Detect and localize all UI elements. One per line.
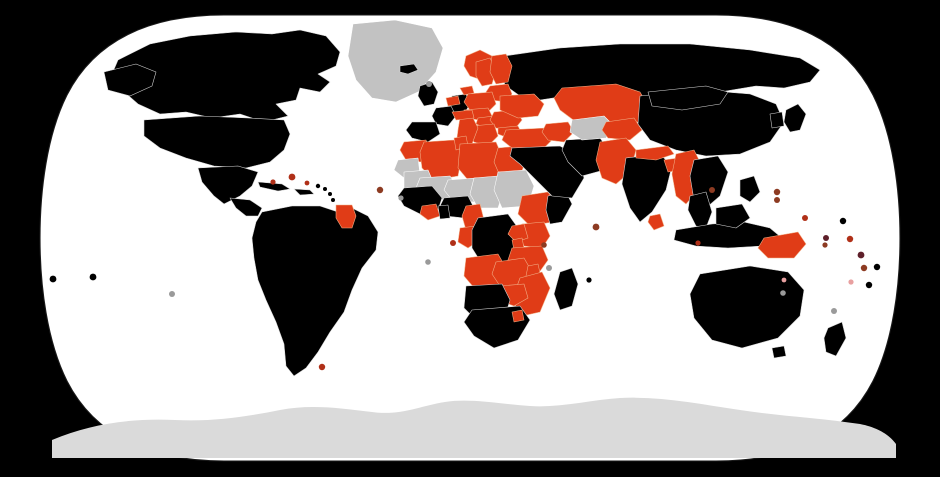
island-marker[interactable] [49, 275, 57, 283]
region-mongolia[interactable] [647, 85, 729, 111]
island-marker[interactable] [774, 197, 780, 203]
region-turkmenistan-uzbekistan[interactable] [569, 115, 615, 141]
island-marker[interactable] [331, 198, 335, 202]
island-marker[interactable] [592, 223, 600, 231]
island-marker[interactable] [709, 187, 715, 193]
island-marker[interactable] [426, 81, 432, 87]
region-mexico[interactable] [197, 165, 259, 205]
island-marker[interactable] [328, 192, 332, 196]
island-marker[interactable] [873, 263, 881, 271]
island-marker[interactable] [541, 242, 547, 248]
region-nepal-bhutan[interactable] [635, 145, 675, 161]
region-ghana[interactable] [437, 204, 451, 220]
region-ukraine[interactable] [499, 93, 545, 119]
region-finland[interactable] [489, 53, 513, 85]
region-australia[interactable] [689, 265, 805, 349]
island-marker[interactable] [695, 240, 701, 246]
region-philippines[interactable] [739, 175, 761, 203]
region-eswatini-lesotho[interactable] [511, 309, 525, 323]
region-borneo[interactable] [715, 203, 751, 229]
region-kyrgyzstan-tajikistan[interactable] [601, 117, 643, 141]
island-marker[interactable] [546, 265, 552, 271]
island-marker[interactable] [848, 279, 854, 285]
landmasses [52, 19, 896, 458]
region-guyana-suriname[interactable] [335, 204, 357, 229]
island-marker[interactable] [780, 290, 786, 296]
region-madagascar[interactable] [553, 267, 579, 311]
region-new-zealand[interactable] [823, 321, 847, 357]
island-marker[interactable] [773, 188, 781, 196]
island-marker[interactable] [270, 179, 276, 185]
island-marker[interactable] [823, 235, 829, 241]
region-belgium-netherlands[interactable] [445, 95, 461, 107]
region-iceland[interactable] [399, 63, 419, 75]
region-united-states[interactable] [143, 115, 291, 169]
island-marker[interactable] [376, 186, 384, 194]
region-korea[interactable] [769, 111, 785, 129]
island-marker[interactable] [846, 235, 854, 243]
island-marker[interactable] [323, 187, 327, 191]
region-antarctica [52, 397, 896, 458]
region-central-america[interactable] [229, 197, 263, 217]
island-marker[interactable] [781, 277, 787, 283]
island-marker[interactable] [860, 264, 868, 272]
region-alaska[interactable] [103, 63, 157, 97]
region-uk-ireland[interactable] [417, 81, 439, 107]
region-greenland[interactable] [347, 19, 444, 103]
island-marker[interactable] [822, 242, 828, 248]
island-marker[interactable] [288, 173, 296, 181]
region-canada[interactable] [111, 29, 341, 123]
island-marker[interactable] [586, 277, 592, 283]
region-denmark[interactable] [459, 85, 475, 96]
island-marker[interactable] [89, 273, 97, 281]
island-marker[interactable] [839, 217, 847, 225]
island-marker[interactable] [315, 183, 321, 189]
region-japan[interactable] [783, 103, 807, 133]
region-austria-switzerland[interactable] [451, 109, 475, 121]
island-marker[interactable] [802, 215, 808, 221]
island-markers [49, 81, 881, 371]
island-marker[interactable] [169, 291, 175, 297]
region-cuba[interactable] [257, 181, 291, 192]
region-caucasus[interactable] [541, 121, 575, 143]
region-sri-lanka[interactable] [647, 213, 665, 231]
island-marker[interactable] [425, 259, 431, 265]
region-cote-divoire[interactable] [419, 203, 441, 221]
region-hispaniola[interactable] [293, 188, 315, 196]
island-marker[interactable] [304, 180, 310, 186]
island-marker[interactable] [857, 251, 865, 259]
island-marker[interactable] [398, 195, 404, 201]
island-marker[interactable] [450, 240, 456, 246]
island-marker[interactable] [865, 281, 873, 289]
island-marker[interactable] [318, 363, 326, 371]
region-tasmania[interactable] [771, 345, 787, 359]
region-india[interactable] [621, 153, 673, 223]
region-papua-new-guinea[interactable] [757, 231, 807, 259]
island-marker[interactable] [831, 308, 837, 314]
